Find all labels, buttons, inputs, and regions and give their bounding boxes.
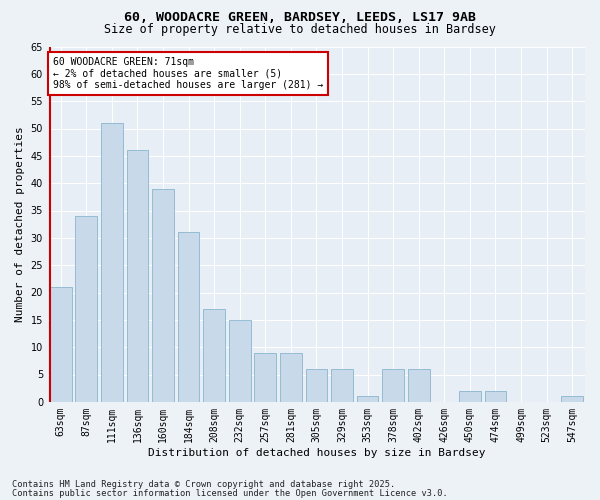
Bar xyxy=(280,352,302,402)
Bar xyxy=(485,391,506,402)
Bar xyxy=(152,188,174,402)
Bar xyxy=(254,352,276,402)
Bar xyxy=(382,369,404,402)
X-axis label: Distribution of detached houses by size in Bardsey: Distribution of detached houses by size … xyxy=(148,448,485,458)
Bar xyxy=(50,287,71,402)
Bar xyxy=(459,391,481,402)
Text: Contains public sector information licensed under the Open Government Licence v3: Contains public sector information licen… xyxy=(12,488,448,498)
Bar xyxy=(305,369,328,402)
Bar xyxy=(562,396,583,402)
Text: Size of property relative to detached houses in Bardsey: Size of property relative to detached ho… xyxy=(104,22,496,36)
Bar xyxy=(203,309,225,402)
Bar xyxy=(229,320,251,402)
Bar xyxy=(101,123,123,402)
Bar xyxy=(357,396,379,402)
Bar xyxy=(331,369,353,402)
Bar xyxy=(408,369,430,402)
Text: Contains HM Land Registry data © Crown copyright and database right 2025.: Contains HM Land Registry data © Crown c… xyxy=(12,480,395,489)
Text: 60, WOODACRE GREEN, BARDSEY, LEEDS, LS17 9AB: 60, WOODACRE GREEN, BARDSEY, LEEDS, LS17… xyxy=(124,11,476,24)
Bar xyxy=(178,232,199,402)
Text: 60 WOODACRE GREEN: 71sqm
← 2% of detached houses are smaller (5)
98% of semi-det: 60 WOODACRE GREEN: 71sqm ← 2% of detache… xyxy=(53,57,323,90)
Bar xyxy=(127,150,148,402)
Bar xyxy=(76,216,97,402)
Y-axis label: Number of detached properties: Number of detached properties xyxy=(15,126,25,322)
